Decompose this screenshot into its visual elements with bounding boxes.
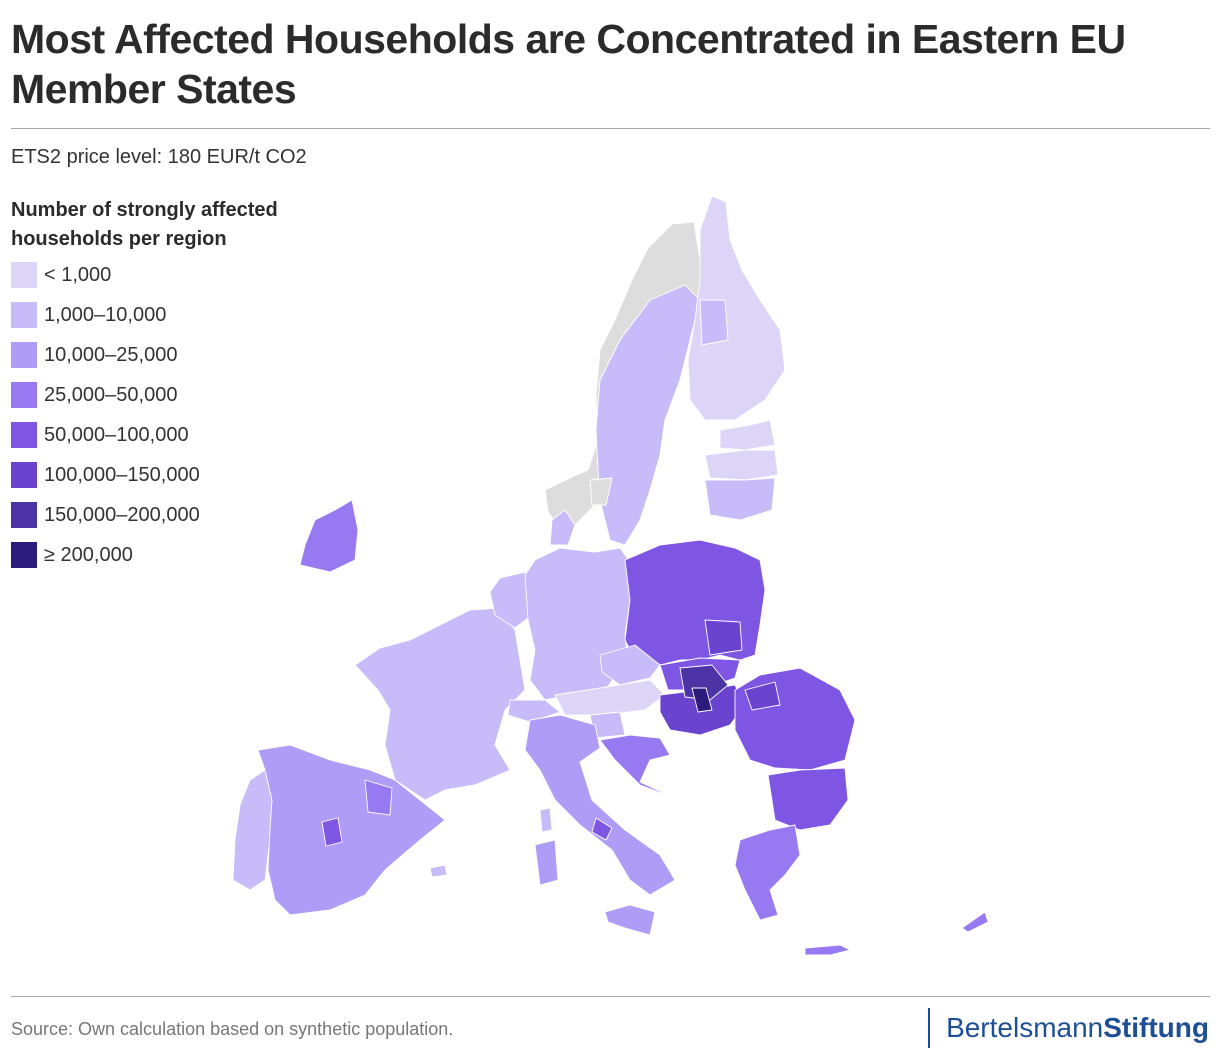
legend-label: 1,000–10,000: [44, 304, 167, 326]
region-croatia: [599, 734, 701, 811]
region-sweden: [595, 284, 701, 546]
region-hu-east: [679, 664, 729, 701]
region-ireland: [299, 499, 359, 573]
region-balearic: [429, 864, 448, 878]
region-corsica: [539, 807, 553, 833]
region-fi-north: [699, 299, 729, 346]
region-italy: [524, 714, 676, 896]
legend-item: ≥ 200,000: [11, 542, 351, 582]
region-crete: [804, 944, 851, 956]
region-spain: [257, 744, 446, 916]
legend-item: 1,000–10,000: [11, 302, 351, 342]
legend-label: 10,000–25,000: [44, 344, 178, 366]
legend-swatch: [11, 302, 37, 328]
region-romania: [734, 667, 856, 771]
legend-label: 50,000–100,000: [44, 424, 189, 446]
europe-choropleth-map: [232, 195, 989, 956]
region-latvia: [704, 449, 779, 481]
subtitle: ETS2 price level: 180 EUR/t CO2: [11, 146, 307, 168]
region-finland: [687, 195, 786, 421]
chart-title: Most Affected Households are Concentrate…: [11, 16, 1126, 112]
region-poland: [624, 539, 766, 666]
legend-swatch: [11, 342, 37, 368]
legend-title: Number of strongly affected households p…: [11, 199, 278, 250]
region-pl-southeast: [704, 619, 743, 656]
legend-item: 10,000–25,000: [11, 342, 351, 382]
source-note: Source: Own calculation based on synthet…: [11, 1019, 454, 1039]
region-sicily: [604, 904, 656, 936]
legend-label: 25,000–50,000: [44, 384, 178, 406]
brand-name: Bertelsmann: [946, 1012, 1104, 1043]
legend-swatch: [11, 542, 37, 568]
region-sardinia: [534, 839, 559, 886]
region-cyprus: [961, 911, 989, 933]
region-france: [354, 607, 526, 801]
region-sweden-south: [589, 477, 613, 506]
brand-name-bold: Stiftung: [1103, 1012, 1209, 1043]
legend-label: ≥ 200,000: [44, 544, 133, 566]
legend-swatch: [11, 262, 37, 288]
title-divider: [11, 128, 1210, 129]
region-portugal: [232, 769, 273, 891]
legend-label: 150,000–200,000: [44, 504, 200, 526]
brand-logo: Bertelsmann Stiftung: [928, 1008, 1209, 1048]
map-regions: [232, 195, 989, 956]
region-czechia: [599, 644, 661, 686]
legend-swatch: [11, 382, 37, 408]
legend-label: 100,000–150,000: [44, 464, 200, 486]
region-denmark: [549, 509, 576, 546]
legend-label: < 1,000: [44, 264, 112, 286]
legend-swatch: [11, 462, 37, 488]
region-bulgaria: [767, 767, 849, 831]
region-it-south: [591, 817, 613, 841]
legend-items: < 1,000 1,000–10,000 10,000–25,000 25,00…: [11, 262, 351, 582]
region-lithuania: [704, 477, 776, 521]
legend-item: 150,000–200,000: [11, 502, 351, 542]
legend-item: 100,000–150,000: [11, 462, 351, 502]
region-spain-east: [364, 779, 393, 816]
region-ro-northwest: [744, 681, 781, 711]
region-estonia: [719, 419, 776, 451]
footer-divider: [11, 996, 1210, 997]
region-hu-center: [691, 687, 713, 713]
legend-item: < 1,000: [11, 262, 351, 302]
region-greece: [734, 824, 801, 921]
legend-item: 25,000–50,000: [11, 382, 351, 422]
legend-item: 50,000–100,000: [11, 422, 351, 462]
legend-swatch: [11, 502, 37, 528]
region-austria: [554, 679, 666, 716]
legend: Number of strongly affected households p…: [11, 196, 351, 582]
region-switzerland: [507, 699, 561, 723]
legend-swatch: [11, 422, 37, 448]
region-spain-center: [321, 817, 343, 847]
